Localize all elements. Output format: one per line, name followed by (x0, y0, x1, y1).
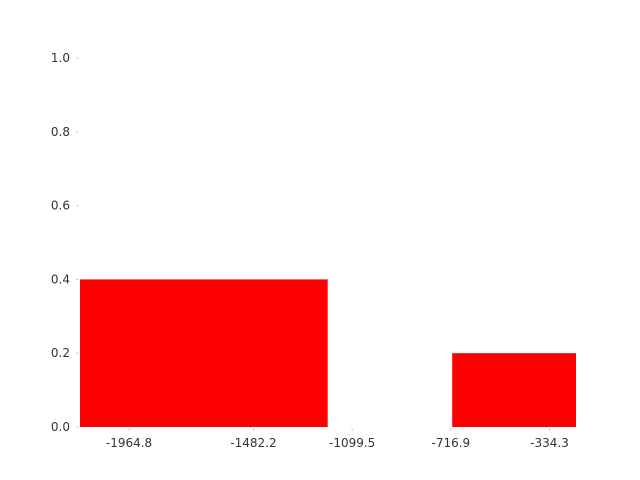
x-tick-label: -1482.2 (230, 436, 276, 450)
bars-layer (80, 279, 576, 427)
bar-1 (452, 353, 576, 427)
x-tick-label: -1099.5 (329, 436, 375, 450)
y-tick-label: 0.0 (51, 420, 70, 434)
y-tick-label: 1.0 (51, 51, 70, 65)
x-tick-label: -334.3 (530, 436, 569, 450)
y-tick-label: 0.4 (51, 272, 70, 286)
x-axis: -1964.8 -1482.2 -1099.5 -716.9 -334.3 (106, 428, 569, 450)
y-axis: 0.0 0.2 0.4 0.6 0.8 1.0 (51, 51, 79, 434)
x-tick-label: -1964.8 (106, 436, 152, 450)
y-tick-label: 0.2 (51, 346, 70, 360)
bar-0 (80, 279, 328, 427)
y-tick-label: 0.6 (51, 199, 70, 213)
y-tick-label: 0.8 (51, 125, 70, 139)
x-tick-label: -716.9 (431, 436, 470, 450)
